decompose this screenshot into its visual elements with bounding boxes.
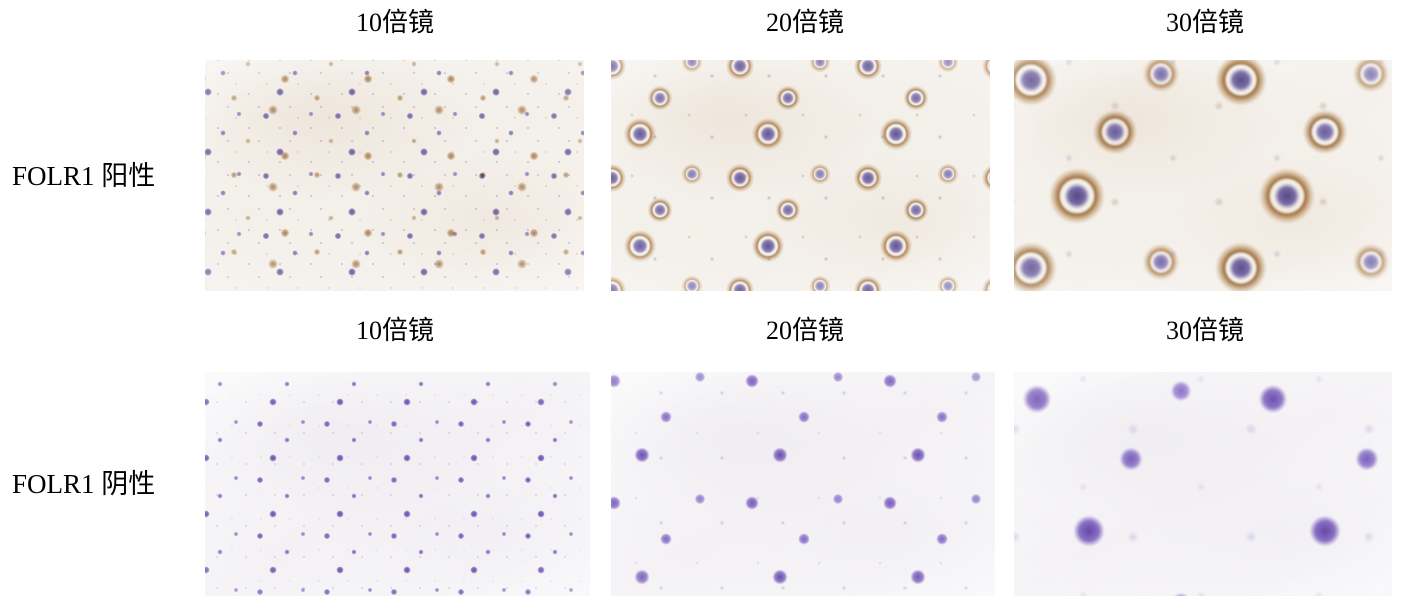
- debris-layer: [1014, 372, 1392, 596]
- micrograph-negative-10x: [205, 372, 590, 596]
- cell-field: [1014, 372, 1392, 596]
- micrograph-positive-20x: [611, 60, 990, 291]
- debris-layer: [205, 60, 584, 291]
- nuclei-layer: [611, 372, 995, 596]
- debris-layer: [1014, 60, 1392, 291]
- row-label-folr1-positive: FOLR1 阳性: [12, 161, 156, 191]
- cell-field: [611, 372, 995, 596]
- micrograph-negative-30x: [1014, 372, 1392, 596]
- column-header-row1-30x: 30倍镜: [1165, 8, 1244, 37]
- cell-field: [1014, 60, 1392, 291]
- cell-field: [205, 372, 590, 596]
- column-header-row1-10x: 10倍镜: [355, 8, 434, 37]
- debris-layer: [205, 372, 590, 596]
- debris-layer: [611, 60, 990, 291]
- dab-chromogen-layer: [1014, 60, 1392, 291]
- cell-field: [611, 60, 990, 291]
- debris-layer: [611, 372, 995, 596]
- column-header-row2-20x: 20倍镜: [765, 316, 844, 345]
- micrograph-positive-10x: [205, 60, 584, 291]
- dab-chromogen-layer: [611, 60, 990, 291]
- row-label-folr1-negative: FOLR1 阴性: [12, 469, 156, 499]
- micrograph-positive-30x: [1014, 60, 1392, 291]
- column-header-row2-10x: 10倍镜: [355, 316, 434, 345]
- micrograph-negative-20x: [611, 372, 995, 596]
- column-header-row1-20x: 20倍镜: [765, 8, 844, 37]
- column-header-row2-30x: 30倍镜: [1165, 316, 1244, 345]
- cell-field: [205, 60, 584, 291]
- nuclei-layer: [1014, 372, 1392, 596]
